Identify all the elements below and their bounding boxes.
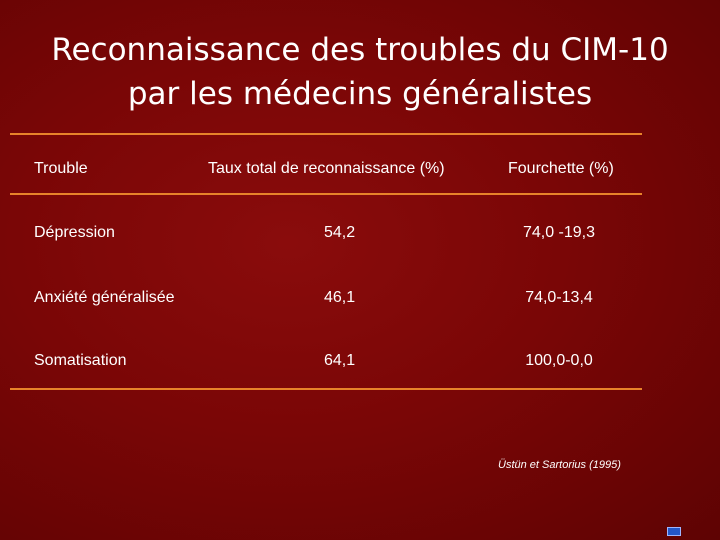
- row-label: Anxiété généralisée: [34, 289, 175, 306]
- header-trouble: Trouble: [34, 160, 88, 177]
- slide-title-line-1: Reconnaissance des troubles du CIM-10: [51, 32, 669, 68]
- row-fourchette: 74,0-13,4: [525, 289, 593, 306]
- row-taux: 64,1: [324, 352, 356, 369]
- slide-nav-icon[interactable]: [667, 527, 681, 536]
- source-citation: Üstün et Sartorius (1995): [498, 459, 621, 471]
- table-bottom-rule: [10, 388, 642, 390]
- row-label: Somatisation: [34, 352, 127, 369]
- row-taux: 46,1: [324, 289, 356, 306]
- slide-title: Reconnaissance des troubles du CIM-10 pa…: [0, 28, 720, 116]
- row-fourchette: 100,0-0,0: [525, 352, 593, 369]
- slide-title-line-2: par les médecins généralistes: [127, 76, 593, 112]
- header-taux: Taux total de reconnaissance (%): [208, 160, 445, 177]
- row-taux: 54,2: [324, 224, 356, 241]
- row-label: Dépression: [34, 224, 115, 241]
- table-top-rule: [10, 133, 642, 135]
- header-fourchette: Fourchette (%): [508, 160, 614, 177]
- header-rule: [10, 193, 642, 195]
- row-fourchette: 74,0 -19,3: [522, 224, 596, 241]
